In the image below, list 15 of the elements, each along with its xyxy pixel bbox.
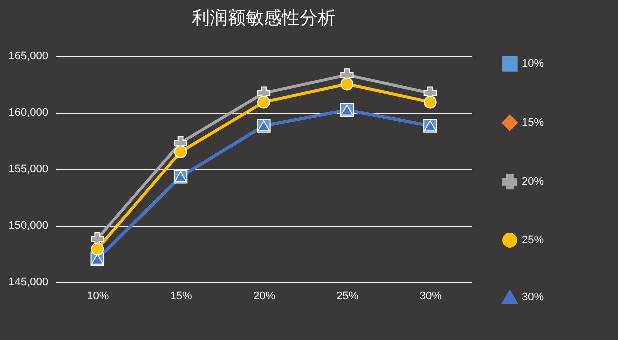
legend-label: 15% <box>522 117 544 129</box>
y-tick-label: 165,000 <box>8 50 48 62</box>
x-tick-label: 20% <box>253 290 276 302</box>
legend-label: 10% <box>522 58 544 70</box>
chart-title: 利润额敏感性分析 <box>192 8 336 29</box>
x-tick-label: 10% <box>87 290 110 302</box>
y-tick-label: 160,000 <box>8 107 48 119</box>
x-tick-label: 15% <box>170 290 193 302</box>
x-tick-label: 30% <box>420 290 442 302</box>
x-tick-label: 25% <box>336 290 359 302</box>
legend-label: 20% <box>522 176 544 188</box>
y-tick-label: 145,000 <box>8 276 48 288</box>
legend-label: 25% <box>522 234 544 246</box>
y-tick-label: 155,000 <box>8 164 48 176</box>
y-tick-label: 150,000 <box>8 220 48 232</box>
